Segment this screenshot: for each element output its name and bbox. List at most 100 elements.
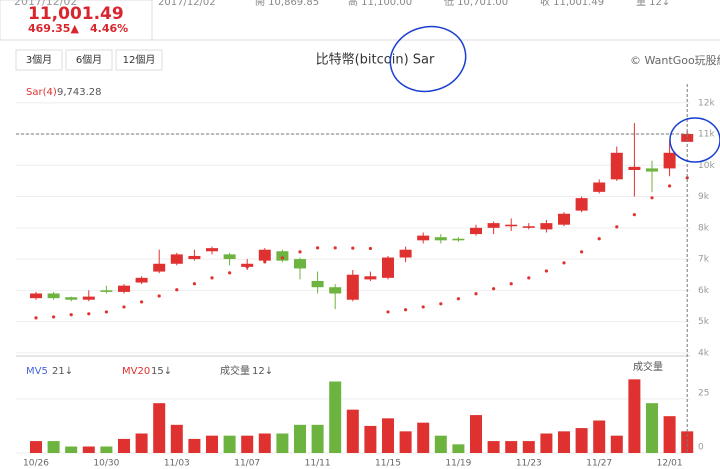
y-tick-label: 5k (698, 317, 710, 327)
volume-bar (434, 435, 447, 453)
sar-dot (104, 310, 108, 314)
quote-high: 高 11,100.00 (348, 0, 412, 8)
y-tick-label: 8k (698, 223, 710, 233)
range-button[interactable] (65, 49, 113, 71)
candle-body (452, 238, 465, 241)
sar-dot (52, 315, 56, 319)
x-tick-label: 10/30 (93, 459, 119, 469)
marks: 4k 5k 6k 7k 8k 9k 10k 11k 12k 0 25 10/26 10/30 11/03 1… (16, 84, 715, 469)
candle-body (188, 255, 201, 260)
volume-bar (628, 379, 641, 453)
x-tick-label: 11/11 (305, 459, 331, 469)
candle-body (610, 152, 623, 180)
annotation-circle (389, 25, 467, 93)
volume-bar (82, 446, 95, 453)
range-button-label[interactable]: 3個月 (26, 53, 52, 66)
y-tick-label: 7k (698, 255, 710, 265)
range-button[interactable] (15, 49, 63, 71)
candle-body (417, 235, 430, 241)
sar-dot (245, 265, 249, 269)
volume-label: 成交量 (220, 364, 250, 377)
sar-dot (474, 292, 478, 296)
candle-body (399, 249, 412, 258)
sar-dot (386, 310, 390, 314)
x-tick-label: 11/07 (234, 459, 260, 469)
candle-body (153, 263, 166, 272)
sar-dot (280, 256, 284, 260)
sar-dot (298, 250, 302, 254)
sar-dot (456, 297, 460, 301)
sar-dot (122, 305, 126, 309)
quote-open: 開 10,869.85 (255, 0, 319, 8)
volume-tick-label: 0 (698, 443, 704, 453)
candle-body (364, 276, 377, 280)
sar-dot (421, 305, 425, 309)
sar-dot (650, 196, 654, 200)
volume-bar (294, 424, 306, 453)
volume-bar (522, 441, 535, 453)
x-tick-label: 10/26 (23, 459, 49, 469)
volume-bar (575, 428, 588, 453)
candle-body (294, 259, 306, 269)
sar-dot (175, 288, 179, 292)
range-button-label[interactable]: 6個月 (76, 53, 102, 66)
indicator-label: Sar(4) (26, 87, 57, 98)
y-tick-label: 6k (698, 286, 710, 296)
sar-dot (351, 246, 355, 250)
candle-body (540, 223, 553, 230)
volume-bar (170, 424, 183, 453)
volume-bar (329, 381, 342, 453)
range-button[interactable] (115, 49, 163, 71)
sar-dot (668, 184, 672, 188)
sar-dot (562, 261, 566, 265)
volume-bar (188, 438, 201, 453)
candle-body (575, 198, 588, 211)
volume-bar (30, 441, 42, 453)
annotation-circle (669, 117, 720, 163)
x-tick-label: 12/01 (657, 459, 683, 469)
candle-body (65, 297, 78, 300)
volume-bar (223, 435, 236, 453)
volume-bar (470, 415, 482, 453)
sar-dot (316, 246, 320, 250)
range-button-label[interactable]: 12個月 (123, 53, 156, 66)
date: 2017/12/02 (14, 0, 77, 8)
candle-body (135, 277, 148, 283)
volume-bar (346, 409, 359, 453)
candle-body (505, 224, 518, 227)
volume-bar (593, 420, 606, 453)
y-tick-label: 11k (698, 130, 715, 140)
candle-body (663, 152, 676, 169)
change: 469.35▲ (28, 22, 79, 35)
volume-bar (558, 431, 570, 453)
volume-bar (100, 446, 113, 453)
volume-bar (47, 441, 60, 453)
volume-bar (417, 422, 430, 453)
candle-body (346, 274, 359, 300)
sar-dot (615, 225, 619, 229)
sar-dot (87, 312, 91, 316)
volume-bar (153, 403, 166, 453)
indicator-value: 9,743.28 (57, 87, 102, 98)
volume-bar (276, 433, 289, 453)
sar-dot (597, 237, 601, 241)
mv20-value: 15↓ (151, 366, 172, 377)
candle-body (329, 287, 342, 294)
mv5-value: 21↓ (52, 366, 73, 377)
quote-volume: 量 12↓ (636, 0, 670, 8)
sar-dot (685, 176, 689, 180)
x-tick-label: 11/19 (445, 459, 471, 469)
sar-dot (632, 213, 637, 217)
sar-dot (404, 308, 408, 312)
candle-body (593, 182, 606, 192)
mv5-label: MV5 (26, 366, 48, 377)
sar-dot (544, 269, 549, 273)
percent: 4.46% (90, 22, 128, 35)
candle-body (646, 168, 658, 172)
volume-bar (663, 416, 676, 453)
x-tick-label: 11/23 (516, 459, 542, 469)
volume-bar (118, 438, 130, 453)
volume-panel-label: 成交量 (633, 360, 663, 373)
volume-bar (258, 433, 271, 453)
